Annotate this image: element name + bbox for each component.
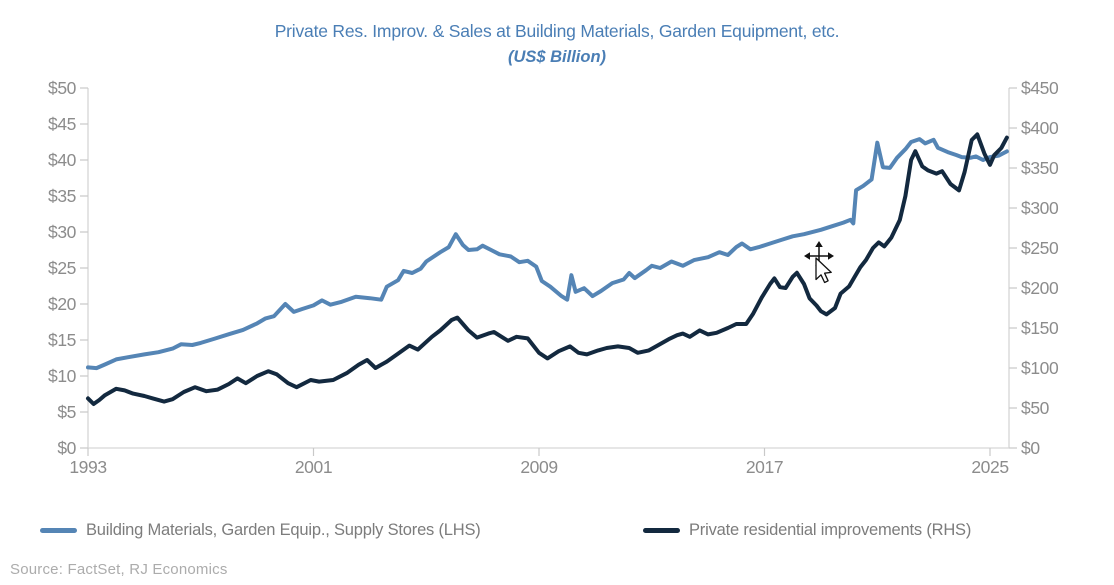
legend-swatch-residential-improvements [643, 527, 680, 533]
left-axis-label: $20 [48, 294, 76, 314]
left-axis-label: $45 [48, 114, 76, 134]
source-note: Source: FactSet, RJ Economics [10, 561, 228, 578]
left-axis-label: $30 [48, 222, 76, 242]
x-axis-label: 2009 [520, 457, 558, 477]
legend-label-residential-improvements: Private residential improvements (RHS) [689, 520, 972, 539]
left-axis-label: $5 [57, 402, 76, 422]
left-axis-label: $35 [48, 186, 76, 206]
right-axis-label: $250 [1021, 238, 1059, 258]
x-axis-label: 2025 [971, 457, 1009, 477]
right-axis-label: $450 [1021, 78, 1059, 98]
left-axis-label: $15 [48, 330, 76, 350]
right-axis-label: $50 [1021, 398, 1049, 418]
chart-subtitle: (US$ Billion) [507, 48, 607, 66]
legend-item-residential-improvements: Private residential improvements (RHS) [643, 519, 971, 541]
building-materials-line [86, 137, 1009, 371]
x-axis-label: 2001 [294, 457, 333, 477]
right-axis-label: $300 [1021, 198, 1059, 218]
legend-swatch-building-materials [40, 527, 77, 533]
right-axis-label: $0 [1021, 438, 1040, 458]
legend-item-building-materials: Building Materials, Garden Equip., Suppl… [40, 519, 481, 541]
left-axis-label: $10 [48, 366, 76, 386]
right-axis-label: $200 [1021, 278, 1059, 298]
legend-label-building-materials: Building Materials, Garden Equip., Suppl… [86, 520, 481, 539]
right-axis-label: $150 [1021, 318, 1059, 338]
right-axis-label: $400 [1021, 118, 1059, 138]
x-axis-label: 2017 [745, 457, 784, 477]
chart-title: Private Res. Improv. & Sales at Building… [274, 21, 840, 41]
x-axis-label: 1993 [69, 457, 107, 477]
left-axis-label: $50 [48, 78, 76, 98]
move-cursor-icon [804, 241, 834, 284]
left-axis-label: $40 [48, 150, 76, 170]
residential-improvements-line [86, 132, 1009, 406]
left-axis-label: $25 [48, 258, 76, 278]
right-axis-label: $100 [1021, 358, 1059, 378]
right-axis-label: $350 [1021, 158, 1059, 178]
left-axis-label: $0 [57, 438, 76, 458]
